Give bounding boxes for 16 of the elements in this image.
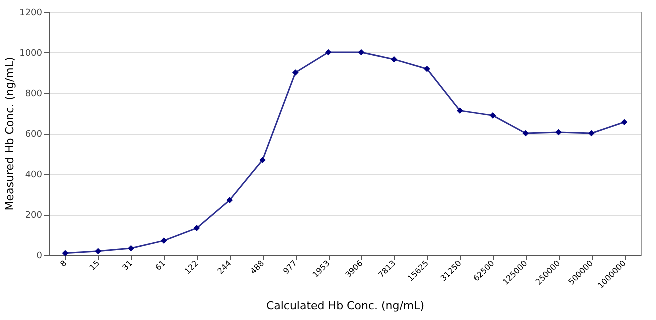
y-tick-label: 400: [25, 170, 43, 180]
x-axis-title: Calculated Hb Conc. (ng/mL): [266, 300, 425, 313]
y-tick-label: 1200: [20, 8, 43, 18]
x-tick-label: 8: [58, 258, 69, 269]
y-tick-label: 0: [36, 252, 43, 262]
x-tick-label: 488: [248, 258, 266, 276]
x-tick-label: 31: [120, 258, 135, 273]
x-tick-label: 977: [282, 258, 299, 276]
y-tick-label: 600: [25, 130, 43, 140]
x-tick-label: 122: [183, 258, 200, 276]
y-tick-label: 1000: [20, 49, 43, 59]
y-tick-label: 200: [25, 211, 43, 221]
y-axis-title: Measured Hb Conc. (ng/mL): [4, 57, 17, 211]
y-tick-label: 800: [25, 90, 43, 100]
x-tick-label: 61: [154, 258, 168, 273]
x-tick-label: 15: [88, 258, 102, 273]
